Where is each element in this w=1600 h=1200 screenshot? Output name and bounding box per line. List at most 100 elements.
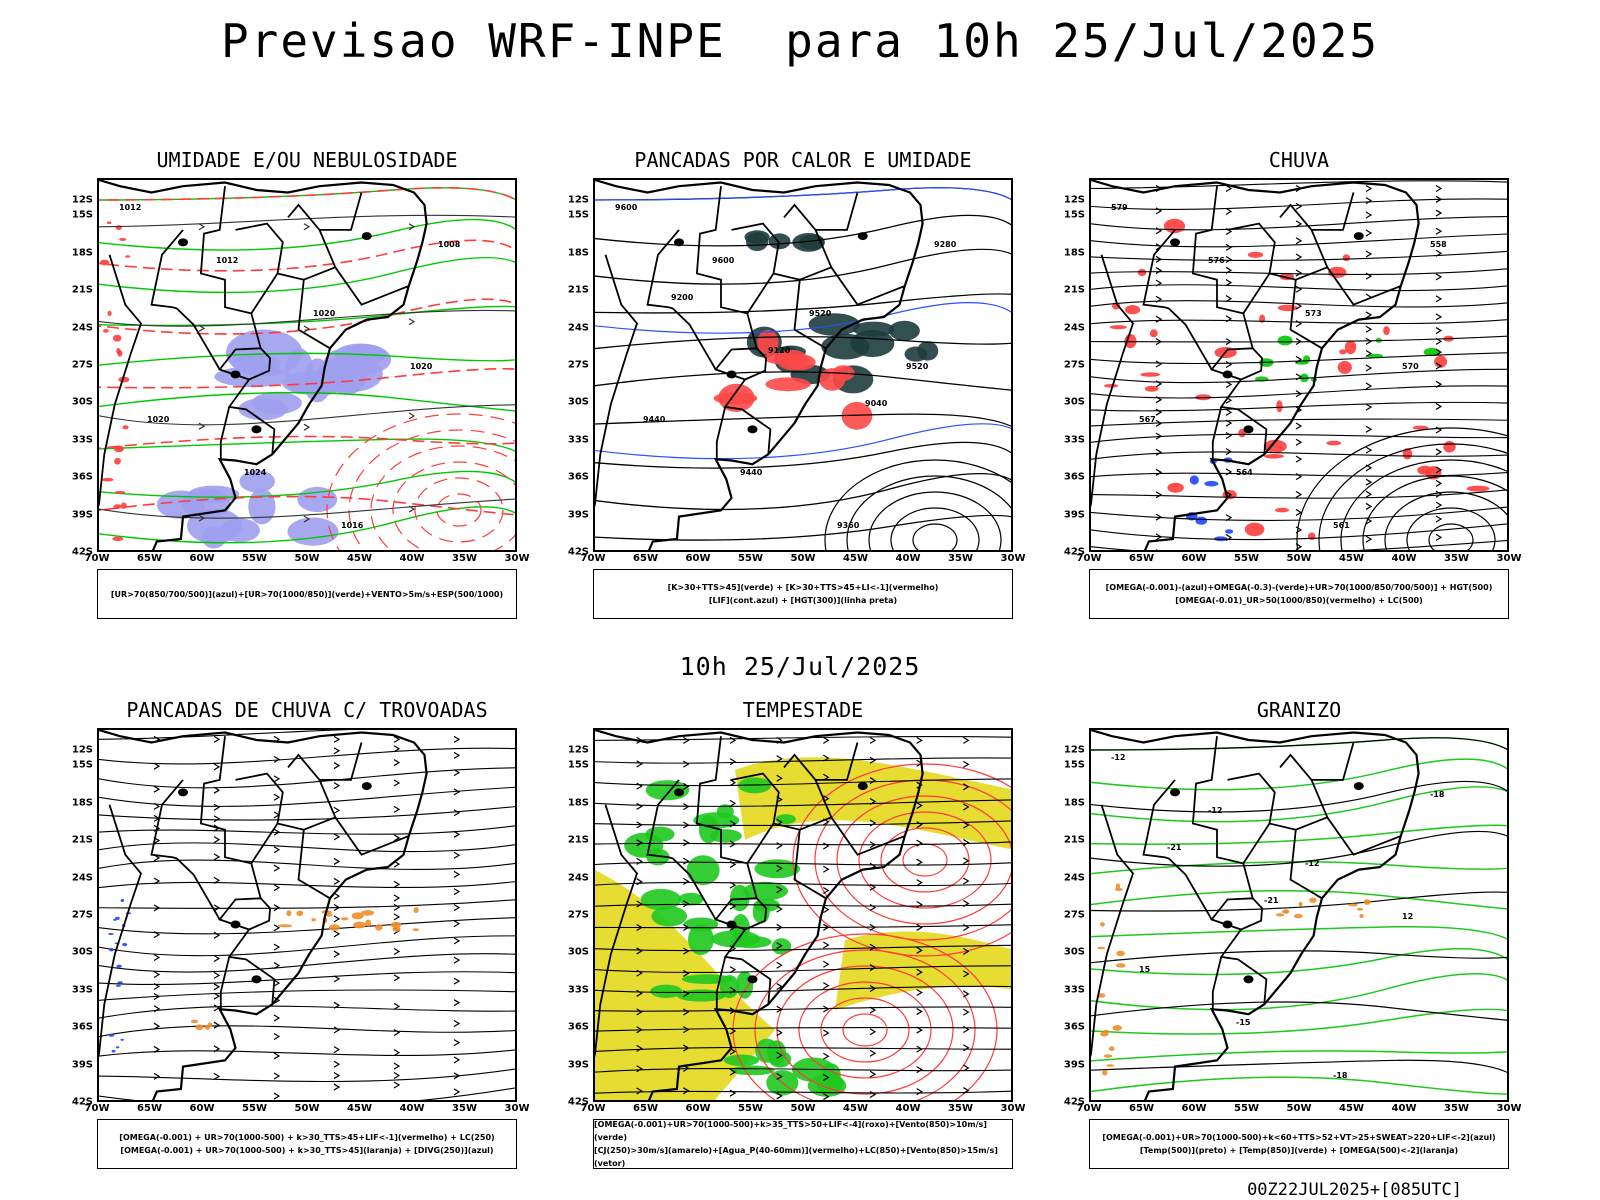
longitude-label: 70W (580, 1103, 606, 1114)
omega-marker (1114, 887, 1123, 891)
longitude-label: 55W (1234, 553, 1259, 564)
wind-arrow (1295, 202, 1303, 210)
divergence-marker (120, 1038, 124, 1041)
wind-arrow (1225, 295, 1233, 303)
country-border (1227, 772, 1276, 824)
streamline (595, 861, 1011, 866)
country-border (297, 829, 331, 900)
wind-arrow (776, 942, 783, 950)
longitude-label: 65W (137, 1103, 162, 1114)
wind-arrow (683, 947, 690, 955)
legend-line: [OMEGA(-0.001)+UR>70(1000-500)+k<60+TTS>… (1102, 1133, 1496, 1142)
contour-ring (1406, 507, 1496, 550)
wind-arrow (869, 883, 877, 891)
longitude-label: 45W (843, 1103, 868, 1114)
wind-arrow (153, 1005, 161, 1013)
strong-wind-shade (686, 855, 720, 886)
wind-arrow (1365, 502, 1373, 510)
wind-arrow (683, 1008, 690, 1016)
wind-arrow (213, 1021, 221, 1029)
lake (674, 238, 684, 247)
longitude-label: 70W (84, 553, 110, 564)
omega-marker (1097, 946, 1106, 950)
contour-label: 1020 (410, 362, 433, 371)
longitude-label: 60W (1181, 553, 1207, 564)
wind-arrow (153, 1022, 161, 1030)
wind-arrow (213, 803, 221, 811)
wind-arrow (683, 803, 690, 811)
wind-arrow (1365, 446, 1373, 454)
lake (1353, 232, 1364, 241)
wind-arrow (213, 876, 221, 884)
divergence-marker (115, 916, 120, 920)
wind-arrow (729, 799, 737, 807)
legend-line: [OMEGA(-0.001) + UR>70(1000-500) + k>30_… (119, 1133, 495, 1142)
wind-arrow (823, 1005, 830, 1013)
omega-marker (1115, 883, 1121, 890)
storm-cell (296, 910, 304, 916)
longitude-label: 65W (633, 1103, 658, 1114)
country-border (1326, 266, 1402, 306)
rain-shade (1367, 353, 1383, 358)
latitude-label: 24S (71, 322, 93, 334)
wind-arrow (963, 947, 970, 955)
wind-arrow (393, 759, 401, 767)
longitude-label: 30W (504, 553, 530, 564)
latitude-label: 12S (1063, 744, 1085, 756)
contour-line (595, 441, 1011, 469)
wind-arrow (916, 901, 923, 909)
wind-arrow (1155, 295, 1163, 303)
wind-arrow (729, 1047, 737, 1055)
wind-arrow (393, 1002, 401, 1010)
wind-arrow (1295, 422, 1303, 430)
temperature-marker (103, 329, 109, 333)
wind-arrow (153, 1045, 161, 1053)
latitude-label: 18S (71, 247, 93, 259)
rain-shade (1140, 372, 1160, 377)
country-border (1279, 742, 1355, 781)
rain-shade (1137, 268, 1147, 277)
country-border (297, 279, 331, 350)
wind-arrow (729, 820, 737, 828)
wind-arrow (333, 950, 341, 958)
wind-arrow (776, 886, 783, 894)
wind-arrow (1225, 256, 1233, 264)
storm-cell (195, 1024, 204, 1031)
contour-label: 1012 (119, 203, 141, 212)
wind-arrow (683, 821, 690, 829)
longitude-axis: 70W 65W 60W 55W 50W 45W 40W 35W 30W (581, 1103, 1026, 1115)
omega-marker (1115, 963, 1126, 968)
longitude-label: 65W (137, 553, 162, 564)
country-border (830, 266, 906, 306)
latitude-axis: 12S 15S 18S 21S 24S 27S 30S 33S 36S 39S 42S (563, 178, 589, 558)
wind-arrow (1365, 325, 1373, 333)
wind-arrow (729, 902, 737, 910)
wind-arrow (683, 969, 690, 977)
wind-arrow (1435, 479, 1443, 487)
contour-line (1091, 1001, 1507, 1021)
longitude-label: 45W (843, 553, 868, 564)
wind-arrow (963, 736, 970, 744)
coastline (99, 180, 428, 550)
strong-wind-shade (683, 917, 719, 932)
contour-ring (890, 507, 980, 550)
country-border (1227, 222, 1276, 274)
country-border (783, 742, 859, 781)
wind-arrow (213, 853, 221, 861)
map-legend: [OMEGA(-0.001)+UR>70(1000-500)+k>35_TTS>… (593, 1119, 1013, 1169)
country-border (1091, 804, 1135, 1058)
map-legend: [OMEGA(-0.001)+UR>70(1000-500)+k<60+TTS>… (1089, 1119, 1509, 1169)
latitude-label: 24S (71, 872, 93, 884)
contour-label: 9120 (768, 346, 791, 355)
latitude-label: 33S (567, 984, 589, 996)
wind-arrow (333, 915, 341, 923)
wind-arrow (776, 864, 783, 872)
longitude-axis: 70W 65W 60W 55W 50W 45W 40W 35W 30W (1077, 553, 1522, 565)
country-border (99, 254, 143, 508)
storm-cell (353, 921, 367, 929)
wind-arrow (408, 318, 416, 326)
wind-arrow (823, 736, 830, 744)
longitude-label: 35W (452, 553, 477, 564)
wind-arrow (393, 1081, 401, 1089)
country-border (793, 829, 827, 900)
